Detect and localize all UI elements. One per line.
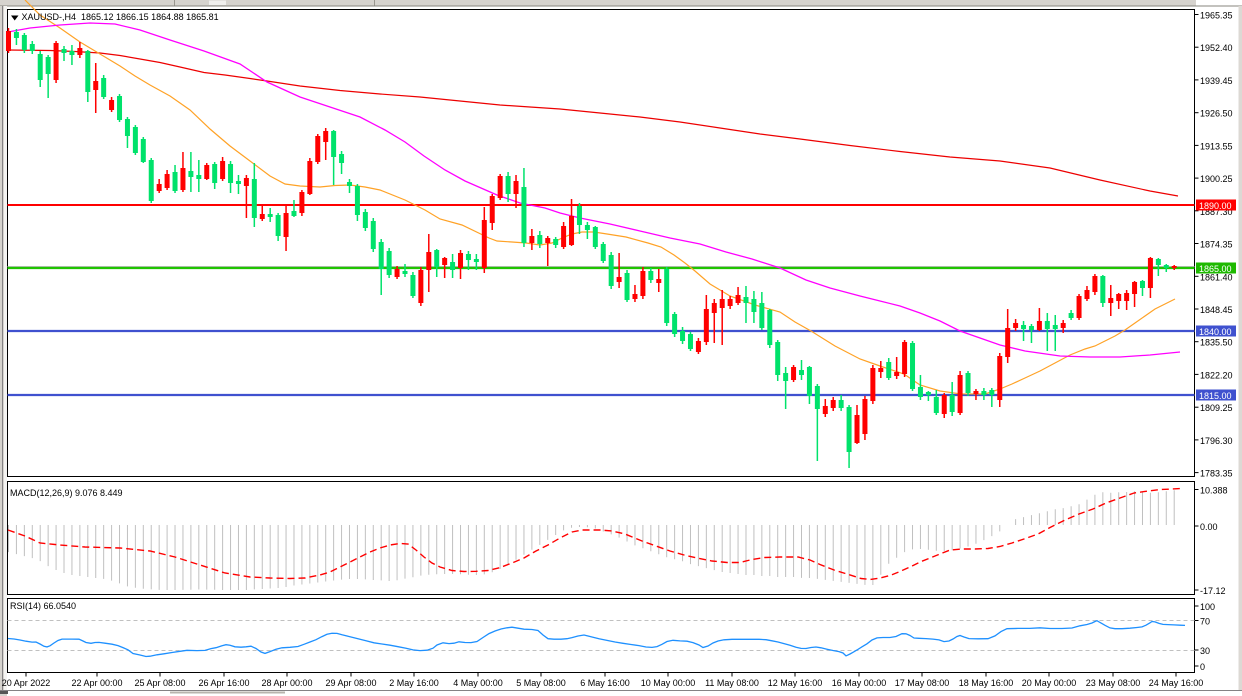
- svg-text:1939.45: 1939.45: [1200, 76, 1233, 86]
- svg-text:10 May 00:00: 10 May 00:00: [641, 678, 696, 688]
- svg-text:26 Apr 16:00: 26 Apr 16:00: [198, 678, 249, 688]
- svg-text:70: 70: [1200, 617, 1210, 627]
- svg-text:1848.45: 1848.45: [1200, 305, 1233, 315]
- svg-text:0.00: 0.00: [1200, 522, 1218, 532]
- svg-text:1783.35: 1783.35: [1200, 469, 1233, 479]
- svg-text:4 May 00:00: 4 May 00:00: [453, 678, 503, 688]
- svg-text:XAUUSD-,H4 1865.12 1866.15 18: XAUUSD-,H4 1865.12 1866.15 1864.88 1865.…: [22, 12, 219, 22]
- svg-text:1809.25: 1809.25: [1200, 403, 1233, 413]
- svg-text:1890.00: 1890.00: [1199, 201, 1232, 211]
- svg-text:-17.12: -17.12: [1200, 586, 1226, 596]
- svg-text:1840.00: 1840.00: [1199, 327, 1232, 337]
- svg-text:30: 30: [1200, 646, 1210, 656]
- svg-text:10.388: 10.388: [1200, 486, 1228, 496]
- svg-text:1900.25: 1900.25: [1200, 174, 1233, 184]
- svg-text:1835.50: 1835.50: [1200, 338, 1233, 348]
- svg-text:22 Apr 00:00: 22 Apr 00:00: [71, 678, 122, 688]
- svg-text:5 May 08:00: 5 May 08:00: [516, 678, 566, 688]
- svg-text:20 Apr 2022: 20 Apr 2022: [2, 678, 51, 688]
- svg-text:11 May 08:00: 11 May 08:00: [705, 678, 759, 688]
- svg-text:20 May 00:00: 20 May 00:00: [1022, 678, 1077, 688]
- svg-text:25 Apr 08:00: 25 Apr 08:00: [134, 678, 185, 688]
- svg-text:1865.00: 1865.00: [1199, 264, 1232, 274]
- svg-text:1952.40: 1952.40: [1200, 43, 1233, 53]
- svg-text:1965.35: 1965.35: [1200, 11, 1233, 21]
- svg-text:1887.30: 1887.30: [1200, 207, 1233, 217]
- svg-text:1926.50: 1926.50: [1200, 109, 1233, 119]
- svg-text:16 May 00:00: 16 May 00:00: [832, 678, 887, 688]
- svg-text:1822.20: 1822.20: [1200, 370, 1233, 380]
- svg-text:17 May 08:00: 17 May 08:00: [895, 678, 950, 688]
- svg-text:2 May 16:00: 2 May 16:00: [389, 678, 439, 688]
- svg-text:RSI(14) 66.0540: RSI(14) 66.0540: [10, 601, 76, 611]
- svg-text:28 Apr 00:00: 28 Apr 00:00: [261, 678, 312, 688]
- svg-text:23 May 08:00: 23 May 08:00: [1086, 678, 1141, 688]
- svg-text:1913.55: 1913.55: [1200, 141, 1233, 151]
- svg-text:6 May 16:00: 6 May 16:00: [580, 678, 630, 688]
- svg-text:1796.30: 1796.30: [1200, 436, 1233, 446]
- svg-text:100: 100: [1200, 602, 1215, 612]
- svg-text:24 May 16:00: 24 May 16:00: [1149, 678, 1204, 688]
- svg-text:1861.40: 1861.40: [1200, 272, 1233, 282]
- svg-text:0: 0: [1200, 662, 1205, 672]
- svg-text:MACD(12,26,9) 9.076 8.449: MACD(12,26,9) 9.076 8.449: [10, 488, 123, 498]
- svg-text:18 May 16:00: 18 May 16:00: [959, 678, 1014, 688]
- svg-text:12 May 16:00: 12 May 16:00: [768, 678, 823, 688]
- svg-text:1815.00: 1815.00: [1199, 391, 1232, 401]
- svg-text:29 Apr 08:00: 29 Apr 08:00: [325, 678, 376, 688]
- svg-text:1874.35: 1874.35: [1200, 240, 1233, 250]
